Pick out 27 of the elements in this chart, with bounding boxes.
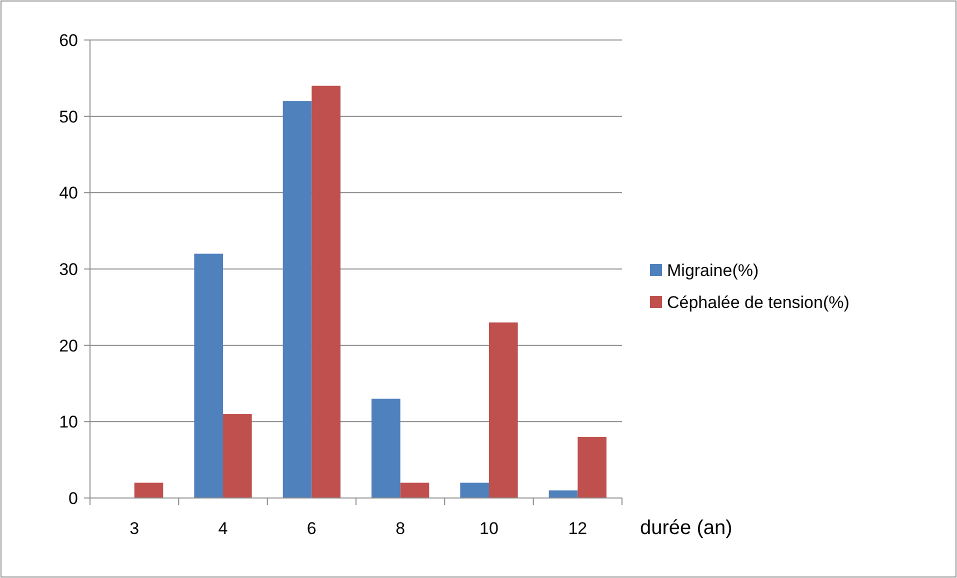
- bar: [372, 398, 400, 498]
- bar: [460, 482, 489, 498]
- x-tick-label: 4: [218, 519, 228, 538]
- x-tick-label: 8: [396, 519, 406, 538]
- legend-label: Céphalée de tension(%): [667, 292, 850, 312]
- x-tick-label: 3: [130, 519, 140, 538]
- bar: [489, 322, 518, 498]
- y-tick-label: 20: [59, 336, 78, 356]
- x-tick-label: 6: [306, 519, 316, 538]
- bar: [282, 101, 312, 498]
- bar: [578, 436, 606, 498]
- y-tick-label: 60: [59, 30, 78, 50]
- y-tick-label: 10: [59, 412, 78, 432]
- x-axis-title: durée (an): [640, 517, 732, 539]
- y-tick-label: 0: [68, 488, 78, 508]
- legend-label: Migraine(%): [667, 260, 759, 280]
- bar: [548, 490, 578, 498]
- bar: [194, 254, 223, 498]
- bar: [400, 482, 430, 498]
- x-tick-label: 10: [480, 519, 498, 538]
- bar: [223, 414, 252, 498]
- x-tick-label: 12: [568, 519, 588, 538]
- y-tick-label: 50: [59, 107, 78, 126]
- y-tick-label: 40: [59, 184, 78, 203]
- y-tick-label: 30: [59, 260, 78, 279]
- bar: [312, 86, 340, 498]
- bar: [134, 482, 164, 498]
